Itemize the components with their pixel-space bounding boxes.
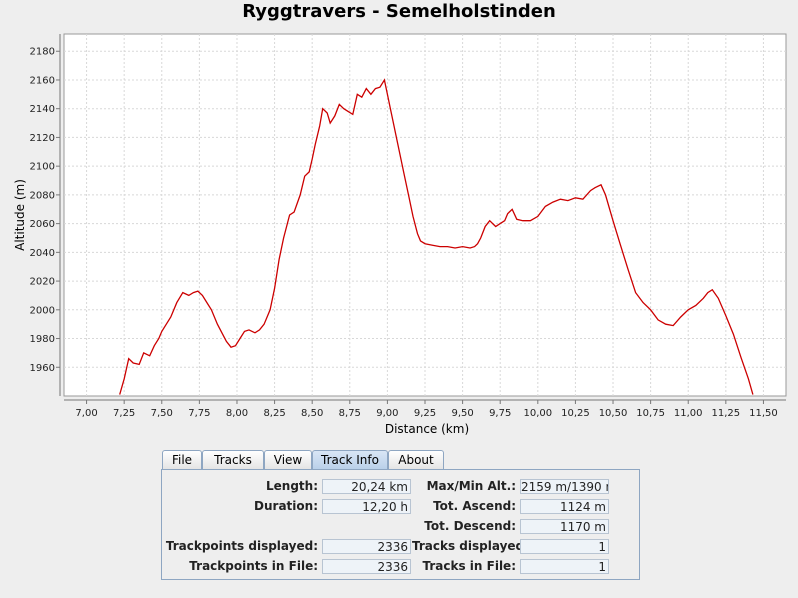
duration-label: Duration: <box>254 499 318 513</box>
duration-value: 12,20 h <box>322 499 411 514</box>
x-axis-title: Distance (km) <box>385 422 469 436</box>
x-tick-label: 7,75 <box>188 408 210 419</box>
y-tick-label: 1980 <box>30 334 55 345</box>
tracks-in-file-label: Tracks in File: <box>422 559 517 573</box>
trackpoints-displayed-value: 2336 <box>322 539 411 554</box>
tab-file[interactable]: File <box>162 450 202 470</box>
x-tick-label: 8,00 <box>226 408 248 419</box>
tab-view[interactable]: View <box>264 450 312 470</box>
x-tick-label: 10,75 <box>636 408 665 419</box>
length-label: Length: <box>266 479 318 493</box>
x-tick-label: 9,50 <box>451 408 473 419</box>
y-tick-label: 2080 <box>30 190 55 201</box>
y-tick-label: 2140 <box>30 104 55 115</box>
chart-title: Ryggtravers - Semelholstinden <box>242 1 556 22</box>
x-tick-label: 10,50 <box>599 408 628 419</box>
x-tick-label: 9,25 <box>414 408 436 419</box>
y-axis-title: Altitude (m) <box>13 179 27 251</box>
x-tick-label: 10,00 <box>523 408 552 419</box>
tracks-in-file-value: 1 <box>520 559 609 574</box>
x-tick-label: 7,25 <box>113 408 135 419</box>
y-tick-label: 2100 <box>30 162 55 173</box>
x-axis-ticks: 7,00 7,25 7,50 7,75 8,00 8,25 8,50 8,75 9,00 9,25… <box>75 400 778 419</box>
x-tick-label: 11,50 <box>749 408 778 419</box>
y-tick-label: 2060 <box>30 219 55 230</box>
x-tick-label: 7,50 <box>151 408 173 419</box>
elevation-chart: 7,00 7,25 7,50 7,75 8,00 8,25 8,50 8,75 9,00 9,25… <box>13 33 787 436</box>
track-info-panel: Length: 20,24 km Duration: 12,20 h Track… <box>161 469 640 580</box>
max-min-alt-label: Max/Min Alt.: <box>426 479 516 493</box>
y-tick-label: 2120 <box>30 133 55 144</box>
x-tick-label: 11,25 <box>712 408 741 419</box>
x-tick-label: 8,50 <box>301 408 323 419</box>
trackpoints-displayed-label: Trackpoints displayed: <box>165 539 318 553</box>
trackpoints-in-file-label: Trackpoints in File: <box>189 559 318 573</box>
tab-about[interactable]: About <box>388 450 444 470</box>
length-value: 20,24 km <box>322 479 411 494</box>
max-min-alt-value: 2159 m/1390 m <box>520 479 609 494</box>
y-tick-label: 2160 <box>30 75 55 86</box>
tot-ascend-value: 1124 m <box>520 499 609 514</box>
x-tick-label: 10,25 <box>561 408 590 419</box>
tot-descend-value: 1170 m <box>520 519 609 534</box>
grid-layer <box>64 34 786 396</box>
y-axis-ticks: 1960 1980 2000 2020 2040 2060 2080 2100 2120 2140… <box>30 47 60 374</box>
x-tick-label: 9,00 <box>376 408 398 419</box>
y-tick-label: 2020 <box>30 277 55 288</box>
x-tick-label: 7,00 <box>75 408 97 419</box>
y-tick-label: 2000 <box>30 305 55 316</box>
tab-tracks[interactable]: Tracks <box>202 450 264 470</box>
tracks-displayed-value: 1 <box>520 539 609 554</box>
x-tick-label: 8,25 <box>263 408 285 419</box>
y-tick-label: 2040 <box>30 248 55 259</box>
x-tick-label: 8,75 <box>339 408 361 419</box>
tot-descend-label: Tot. Descend: <box>424 519 516 533</box>
tab-track-info[interactable]: Track Info <box>312 450 388 470</box>
y-tick-label: 2180 <box>30 47 55 58</box>
trackpoints-in-file-value: 2336 <box>322 559 411 574</box>
tracks-displayed-label: Tracks displayed: <box>412 539 529 553</box>
x-tick-label: 9,75 <box>489 408 511 419</box>
x-tick-label: 11,00 <box>674 408 703 419</box>
y-tick-label: 1960 <box>30 363 55 374</box>
tot-ascend-label: Tot. Ascend: <box>433 499 516 513</box>
altitude-series-line <box>119 78 754 395</box>
